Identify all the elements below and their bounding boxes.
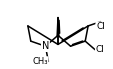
Text: Cl: Cl [95, 22, 104, 31]
Text: Cl: Cl [95, 45, 104, 54]
Text: N: N [41, 41, 49, 51]
Text: CH₃: CH₃ [32, 57, 47, 66]
